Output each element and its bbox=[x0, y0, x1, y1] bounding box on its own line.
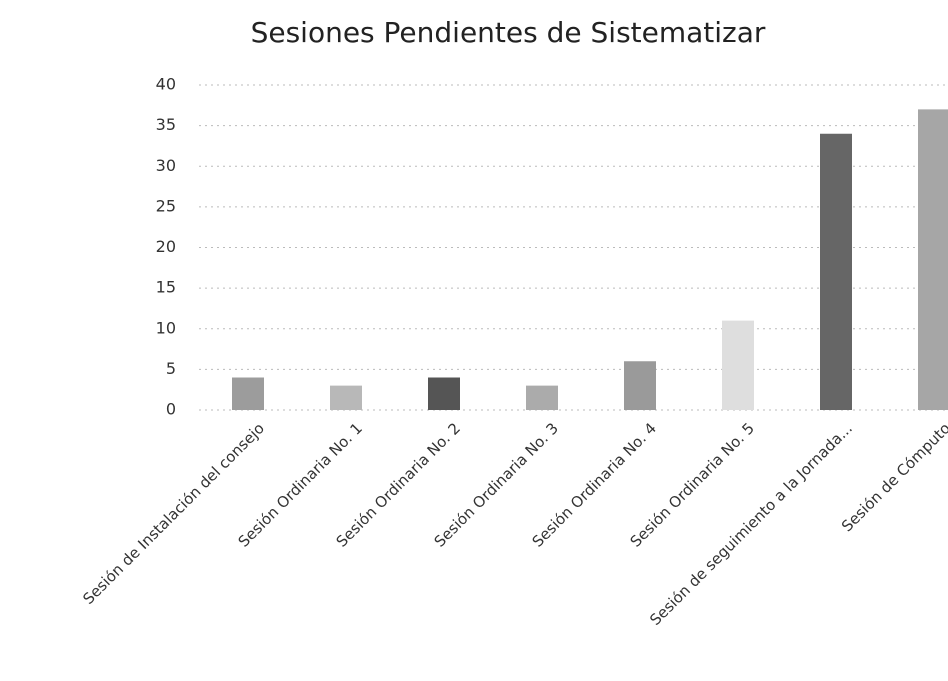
bar bbox=[820, 133, 852, 410]
bar bbox=[428, 377, 460, 410]
bar bbox=[232, 377, 264, 410]
y-tick-label: 30 bbox=[156, 156, 176, 175]
y-tick-label: 5 bbox=[166, 359, 176, 378]
y-tick-label: 20 bbox=[156, 237, 176, 256]
y-tick-label: 15 bbox=[156, 278, 176, 297]
x-tick-label: Sesión de seguimiento a la Jornada... bbox=[646, 419, 856, 629]
x-tick-label: Sesión de Instalación del consejo bbox=[79, 419, 268, 608]
bar bbox=[722, 320, 754, 410]
chart-title: Sesiones Pendientes de Sistematizar bbox=[251, 16, 766, 49]
x-tick-label: Sesión de Cómputo bbox=[838, 419, 948, 535]
y-tick-label: 35 bbox=[156, 115, 176, 134]
y-tick-label: 10 bbox=[156, 318, 176, 337]
y-tick-label: 25 bbox=[156, 196, 176, 215]
bar bbox=[330, 385, 362, 410]
y-tick-label: 40 bbox=[156, 75, 176, 94]
bar bbox=[918, 109, 948, 410]
y-tick-label: 0 bbox=[166, 400, 176, 419]
bar bbox=[624, 361, 656, 410]
bar bbox=[526, 385, 558, 410]
